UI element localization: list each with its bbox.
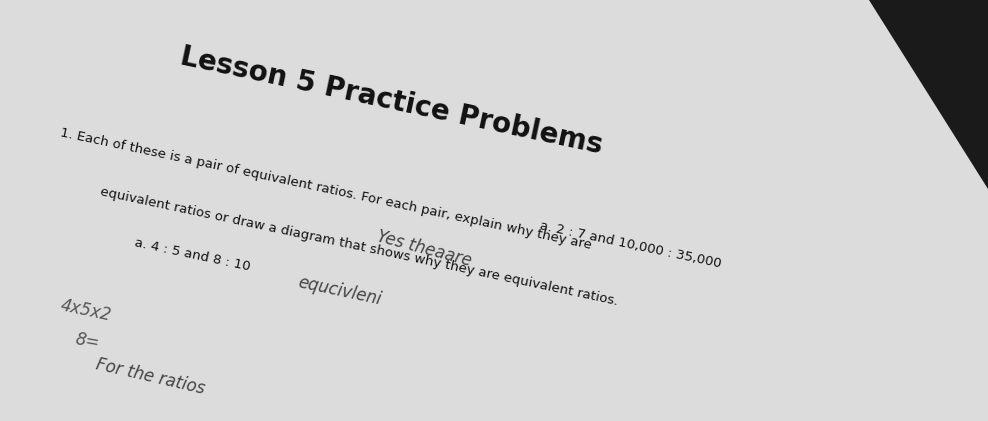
Text: Lesson 5 Practice Problems: Lesson 5 Practice Problems (178, 42, 606, 159)
Polygon shape (869, 0, 988, 189)
Text: equivalent ratios or draw a diagram that shows why they are equivalent ratios.: equivalent ratios or draw a diagram that… (99, 185, 619, 308)
Text: Yes theaare: Yes theaare (375, 227, 474, 270)
Text: a. 4 : 5 and 8 : 10: a. 4 : 5 and 8 : 10 (133, 236, 252, 273)
Text: 1. Each of these is a pair of equivalent ratios. For each pair, explain why they: 1. Each of these is a pair of equivalent… (59, 126, 593, 252)
Text: a. 2 : 7 and 10,000 : 35,000: a. 2 : 7 and 10,000 : 35,000 (538, 219, 722, 270)
Text: equcivleni: equcivleni (296, 274, 383, 309)
Text: For the ratios: For the ratios (94, 356, 206, 398)
Text: 8=: 8= (74, 330, 102, 352)
Text: 4x5x2: 4x5x2 (59, 297, 114, 325)
